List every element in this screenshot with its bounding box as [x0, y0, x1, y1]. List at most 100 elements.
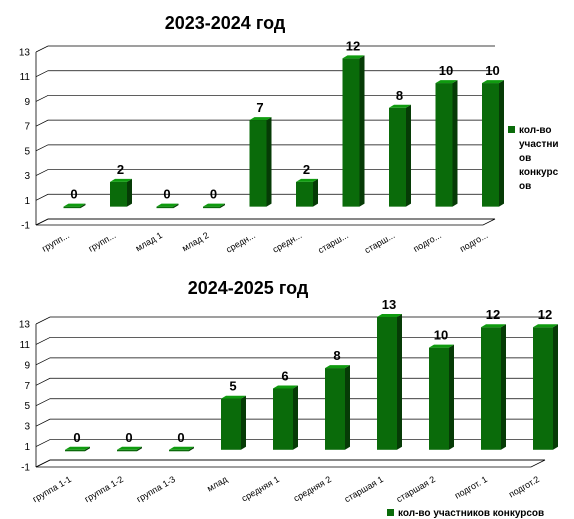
bar-side: [359, 55, 365, 207]
bar-side: [293, 385, 298, 450]
legend-label: участни: [519, 139, 559, 150]
data-label: 8: [333, 348, 340, 363]
legend-label: кол-во участников конкурсов: [398, 508, 544, 519]
bar-front: [249, 120, 267, 207]
data-label: 2: [303, 162, 310, 177]
category-label: млад 2: [180, 230, 210, 253]
category-label: подго...: [458, 230, 489, 254]
y-tick-label: 9: [24, 360, 30, 371]
bar-side: [499, 80, 504, 207]
bar-front: [221, 398, 241, 450]
bar-top: [325, 365, 350, 369]
bar: [156, 203, 179, 209]
bar-front: [203, 206, 220, 209]
gridline: [35, 459, 545, 468]
legend-label: кол-во: [519, 125, 552, 136]
y-tick-label: 11: [20, 340, 31, 351]
bar-side: [85, 446, 90, 452]
legend: кол-во участников конкурсов: [387, 508, 544, 519]
data-label: 10: [434, 328, 448, 343]
data-label: 13: [382, 297, 396, 312]
category-label: средняя 2: [292, 474, 333, 504]
bar: [342, 55, 365, 207]
category-label: средн...: [271, 230, 304, 255]
chart-title: 2023-2024 год: [165, 13, 286, 33]
bar-side: [220, 203, 225, 209]
bar-top: [110, 178, 132, 182]
floor: [35, 218, 496, 226]
bar-front: [429, 347, 449, 450]
bar-front: [342, 58, 360, 207]
data-label: 0: [163, 187, 170, 202]
bar-top: [221, 395, 246, 399]
bar-front: [273, 388, 293, 450]
data-label: 2: [117, 162, 124, 177]
gridlines: [35, 45, 496, 226]
y-tick-label: 13: [19, 48, 31, 59]
bar-front: [156, 206, 174, 209]
bar-side: [313, 178, 318, 207]
bar-front: [110, 181, 127, 207]
data-label: 0: [73, 430, 80, 445]
bar-side: [173, 203, 179, 209]
y-tick-label: 3: [24, 422, 30, 433]
y-tick-label: 9: [24, 97, 30, 108]
floor: [35, 459, 546, 468]
bar: [117, 446, 142, 452]
bar: [65, 446, 90, 452]
data-label: 5: [229, 379, 236, 394]
category-label: групп...: [40, 230, 71, 254]
bar: [110, 178, 132, 207]
bar: [203, 203, 225, 209]
bar: [435, 80, 458, 207]
category-label: млад 1: [134, 230, 164, 253]
gridline: [35, 218, 495, 226]
bar-front: [325, 368, 345, 450]
bar-front: [377, 317, 397, 450]
bar: [481, 324, 506, 450]
y-tick-label: 7: [24, 381, 30, 392]
bar: [429, 344, 454, 450]
category-label: группа 1-2: [83, 474, 125, 504]
bar-front: [63, 206, 81, 209]
bar-top: [435, 80, 458, 84]
y-tick-label: 11: [20, 72, 31, 83]
y-tick-label: 13: [19, 320, 31, 331]
data-label: 0: [70, 187, 77, 202]
bar-front: [65, 449, 85, 452]
category-label: средн...: [224, 230, 257, 255]
category-label: подго...: [412, 230, 443, 254]
bar-top: [156, 203, 179, 207]
category-label: подгот.2: [507, 474, 541, 499]
bar-side: [406, 104, 411, 207]
bar-side: [449, 344, 454, 450]
gridline: [35, 70, 495, 78]
legend: кол-во участни ов конкурс ов: [508, 125, 559, 192]
gridline: [35, 316, 545, 325]
bar-side: [137, 446, 142, 452]
bar-side: [241, 395, 246, 450]
bar-front: [481, 327, 501, 450]
data-label: 10: [439, 63, 453, 78]
y-tick-label: 1: [24, 442, 30, 453]
chart-2023-2024: 2023-2024 год-11357911130групп...2групп.…: [19, 13, 559, 255]
data-label: 12: [538, 307, 552, 322]
gridline: [35, 95, 495, 102]
bar: [296, 178, 318, 207]
y-tick-label: -1: [21, 221, 30, 232]
bar-side: [397, 314, 402, 450]
bar-top: [377, 314, 402, 317]
category-label: средняя 1: [240, 474, 281, 504]
legend-label: ов: [519, 181, 531, 192]
gridline: [35, 377, 545, 386]
category-label: старш...: [363, 230, 397, 255]
bar-front: [389, 107, 406, 207]
y-tick-label: 5: [24, 401, 30, 412]
y-tick-label: 7: [24, 122, 30, 133]
bar: [249, 117, 272, 207]
bar-top: [533, 324, 558, 328]
legend-swatch: [387, 509, 394, 516]
bar-side: [452, 80, 458, 207]
bar: [325, 365, 350, 450]
bar-front: [482, 83, 499, 207]
